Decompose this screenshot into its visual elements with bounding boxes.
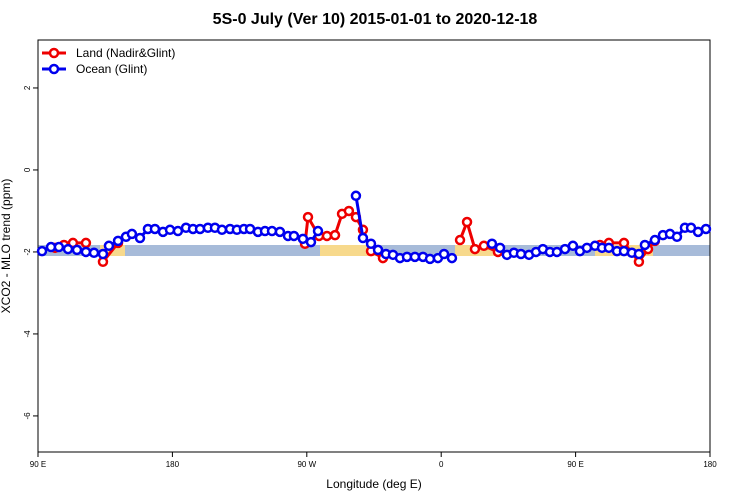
data-point — [618, 237, 630, 249]
data-point — [194, 223, 206, 235]
data-point — [305, 236, 317, 248]
x-tick-label: 0 — [439, 460, 444, 469]
y-tick-label: -6 — [23, 412, 32, 420]
data-point — [461, 216, 473, 228]
x-tick-label: 180 — [166, 460, 180, 469]
legend-marker — [48, 63, 60, 75]
data-point — [649, 234, 661, 246]
data-point — [639, 239, 651, 251]
data-point — [515, 248, 527, 260]
data-point — [53, 241, 65, 253]
data-point — [343, 205, 355, 217]
data-point — [551, 246, 563, 258]
data-point — [112, 235, 124, 247]
y-tick-label: -2 — [23, 248, 32, 256]
x-tick-label: 90 E — [567, 460, 583, 469]
data-point — [80, 237, 92, 249]
data-point — [88, 247, 100, 259]
data-point — [103, 240, 115, 252]
x-tick-label: 90 W — [297, 460, 316, 469]
data-point — [288, 230, 300, 242]
data-point — [134, 232, 146, 244]
data-point — [469, 243, 481, 255]
data-point — [409, 251, 421, 263]
data-point — [671, 231, 683, 243]
land-strip — [320, 245, 380, 256]
data-point — [478, 240, 490, 252]
data-point — [700, 223, 712, 235]
data-point — [321, 230, 333, 242]
y-tick-label: 2 — [23, 85, 32, 90]
data-point — [350, 190, 362, 202]
data-point — [274, 226, 286, 238]
data-point — [494, 242, 506, 254]
data-point — [567, 240, 579, 252]
legend-label: Ocean (Glint) — [76, 62, 147, 76]
data-point — [365, 238, 377, 249]
data-point — [172, 225, 184, 237]
x-axis-label: Longitude (deg E) — [326, 477, 421, 491]
series — [36, 190, 712, 265]
data-point — [62, 243, 74, 255]
data-point — [581, 242, 593, 254]
chart-title: 5S-0 July (Ver 10) 2015-01-01 to 2020-12… — [213, 11, 538, 28]
data-point — [302, 211, 314, 223]
data-point — [312, 225, 324, 237]
data-point — [633, 248, 645, 260]
data-point — [454, 234, 466, 246]
y-tick-label: -4 — [23, 330, 32, 338]
y-axis-label: XCO2 - MLO trend (ppm) — [0, 179, 13, 314]
data-point — [357, 232, 369, 244]
x-tick-label: 90 E — [30, 460, 46, 469]
data-point — [329, 229, 341, 241]
data-point — [36, 245, 48, 257]
data-point — [126, 228, 138, 240]
data-point — [446, 252, 458, 264]
legend-label: Land (Nadir&Glint) — [76, 46, 175, 60]
data-point — [164, 224, 176, 236]
plot-frame — [37, 39, 711, 453]
data-point — [603, 242, 615, 254]
x-tick-label: 180 — [703, 460, 717, 469]
data-point — [216, 224, 228, 236]
data-point — [149, 223, 161, 235]
data-point — [97, 248, 109, 260]
data-point — [438, 248, 450, 260]
data-point — [297, 233, 309, 245]
legend-marker — [48, 47, 60, 59]
data-point — [71, 244, 83, 256]
data-point — [486, 238, 498, 249]
data-point — [80, 246, 92, 258]
data-point — [372, 244, 384, 256]
y-tick-label: 0 — [23, 167, 32, 172]
